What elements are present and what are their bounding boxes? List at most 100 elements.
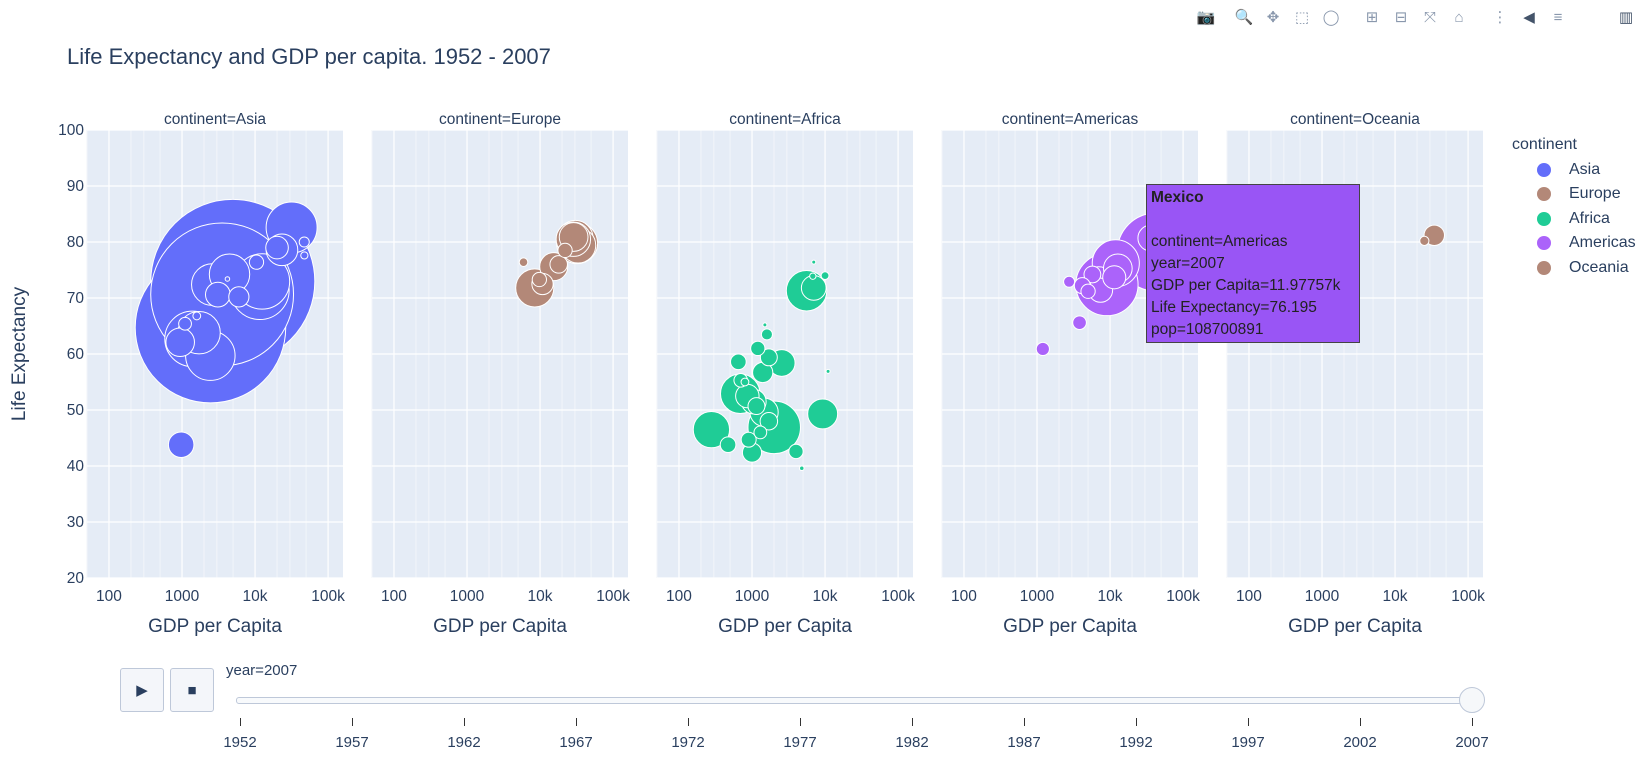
bubble-point[interactable] — [760, 328, 773, 341]
bubble-point[interactable] — [825, 368, 831, 374]
bubble-point[interactable] — [1063, 275, 1076, 288]
bubble-point[interactable] — [719, 436, 737, 454]
bubble-point[interactable] — [178, 316, 192, 331]
bubble-point[interactable] — [740, 377, 750, 387]
x-tick-label: 100 — [1236, 588, 1262, 605]
bubble-point[interactable] — [1102, 265, 1127, 290]
reset-axes-icon[interactable]: ⌂ — [1454, 8, 1464, 26]
y-tick-label: 40 — [67, 458, 85, 475]
bubble-point[interactable] — [753, 425, 768, 440]
x-tick-label: 1000 — [1305, 588, 1340, 605]
bubble-series-oceania — [1419, 224, 1445, 246]
slider-step-label[interactable]: 1972 — [671, 734, 705, 751]
pan-icon[interactable]: ✥ — [1266, 8, 1280, 26]
bubble-point[interactable] — [730, 353, 747, 371]
slider-step-label[interactable]: 1962 — [447, 734, 481, 751]
bubble-point[interactable] — [799, 465, 805, 471]
x-tick-label: 100k — [881, 588, 915, 605]
bubble-point[interactable] — [549, 255, 568, 274]
legend-item-africa[interactable]: Africa — [1512, 208, 1610, 230]
legend-item-americas[interactable]: Americas — [1512, 232, 1636, 254]
bubble-point[interactable] — [192, 311, 202, 321]
camera-icon[interactable]: 📷 — [1196, 8, 1216, 26]
bubble-series-africa — [692, 259, 839, 471]
slider-tick — [576, 718, 577, 726]
zoom-icon[interactable]: 🔍 — [1234, 8, 1254, 26]
bubble-point[interactable] — [807, 398, 839, 430]
tooltip-line: Life Expectancy=76.195 — [1151, 299, 1317, 316]
bubble-point[interactable] — [811, 259, 817, 265]
slider-step-label[interactable]: 1992 — [1119, 734, 1153, 751]
bubble-point[interactable] — [740, 431, 757, 448]
year-slider-handle[interactable] — [1459, 687, 1485, 713]
stop-button[interactable]: ■ — [170, 668, 214, 712]
plotly-logo-icon[interactable]: ▥ — [1618, 8, 1634, 26]
slider-step-label[interactable]: 2002 — [1343, 734, 1377, 751]
bubble-point[interactable] — [165, 327, 195, 358]
bubble-point[interactable] — [531, 271, 548, 288]
play-button[interactable]: ▶ — [120, 668, 164, 712]
facet-africa: continent=Africa 100 1000 10k 100k GDP per Ca… — [656, 111, 915, 637]
x-tick-label: 1000 — [165, 588, 200, 605]
x-tick-label: 1000 — [450, 588, 485, 605]
slider-tick — [1024, 718, 1025, 726]
bubble-point[interactable] — [1419, 235, 1430, 246]
zoom-in-icon[interactable]: ⊞ — [1365, 8, 1379, 26]
lasso-select-icon[interactable]: ◯ — [1322, 8, 1340, 26]
x-tick-label: 10k — [528, 588, 553, 605]
bubble-point[interactable] — [788, 443, 804, 460]
tooltip-line: GDP per Capita=11.97757k — [1151, 277, 1341, 294]
bubble-point[interactable] — [1080, 283, 1096, 299]
bubble-point[interactable] — [228, 286, 250, 308]
bubble-point[interactable] — [265, 235, 289, 260]
bubble-point[interactable] — [224, 276, 231, 282]
bubble-point[interactable] — [750, 340, 766, 357]
slider-step-label[interactable]: 1977 — [783, 734, 817, 751]
slider-step-label[interactable]: 1952 — [223, 734, 257, 751]
slider-current-value: year=2007 — [226, 662, 298, 679]
slider-tick — [912, 718, 913, 726]
hover-compare-icon[interactable]: ≡ — [1553, 8, 1563, 26]
bubble-point[interactable] — [747, 397, 766, 416]
bubble-point[interactable] — [248, 254, 265, 270]
bubble-point[interactable] — [204, 281, 231, 308]
zoom-out-icon[interactable]: ⊟ — [1394, 8, 1408, 26]
bubble-point[interactable] — [167, 431, 195, 458]
legend-item-europe[interactable]: Europe — [1512, 183, 1621, 205]
x-tick-label: 100 — [96, 588, 122, 605]
slider-step-label[interactable]: 1982 — [895, 734, 929, 751]
hover-closest-icon[interactable]: ◀ — [1523, 8, 1535, 26]
legend-item-asia[interactable]: Asia — [1512, 159, 1600, 181]
x-axis-title: GDP per Capita — [433, 616, 567, 637]
legend-label: Asia — [1569, 161, 1601, 178]
bubble-point[interactable] — [298, 236, 310, 248]
slider-step-label[interactable]: 2007 — [1455, 734, 1489, 751]
facet-europe: continent=Europe 100 1000 10k 100k GDP per Ca… — [371, 111, 630, 637]
bubble-point[interactable] — [809, 272, 817, 280]
slider-step-label[interactable]: 1987 — [1007, 734, 1041, 751]
bubble-point[interactable] — [820, 271, 830, 281]
bubble-point[interactable] — [557, 242, 573, 259]
tooltip-line: pop=108700891 — [1151, 321, 1264, 338]
bubble-point[interactable] — [1072, 315, 1087, 330]
box-select-icon[interactable]: ⬚ — [1294, 8, 1310, 26]
bubble-point[interactable] — [762, 322, 768, 328]
legend-item-oceania[interactable]: Oceania — [1512, 257, 1629, 279]
legend-label: Europe — [1569, 185, 1621, 202]
bubble-point[interactable] — [759, 348, 778, 367]
bubble-point[interactable] — [692, 410, 731, 449]
slider-step-label[interactable]: 1957 — [335, 734, 369, 751]
x-tick-label: 10k — [1383, 588, 1408, 605]
slider-step-label[interactable]: 1997 — [1231, 734, 1265, 751]
x-axis-title: GDP per Capita — [718, 616, 852, 637]
spike-lines-icon[interactable]: ⋮ — [1492, 8, 1508, 26]
bubble-point[interactable] — [300, 251, 309, 260]
year-slider-track[interactable] — [236, 697, 1476, 704]
x-axis-title: GDP per Capita — [1003, 616, 1137, 637]
slider-step-label[interactable]: 1967 — [559, 734, 593, 751]
bubble-point[interactable] — [1035, 341, 1050, 357]
bubble-point[interactable] — [518, 257, 529, 267]
bubble-point[interactable] — [1083, 265, 1102, 284]
bubble-point[interactable] — [759, 411, 779, 431]
autoscale-icon[interactable]: ⤧ — [1423, 8, 1436, 26]
